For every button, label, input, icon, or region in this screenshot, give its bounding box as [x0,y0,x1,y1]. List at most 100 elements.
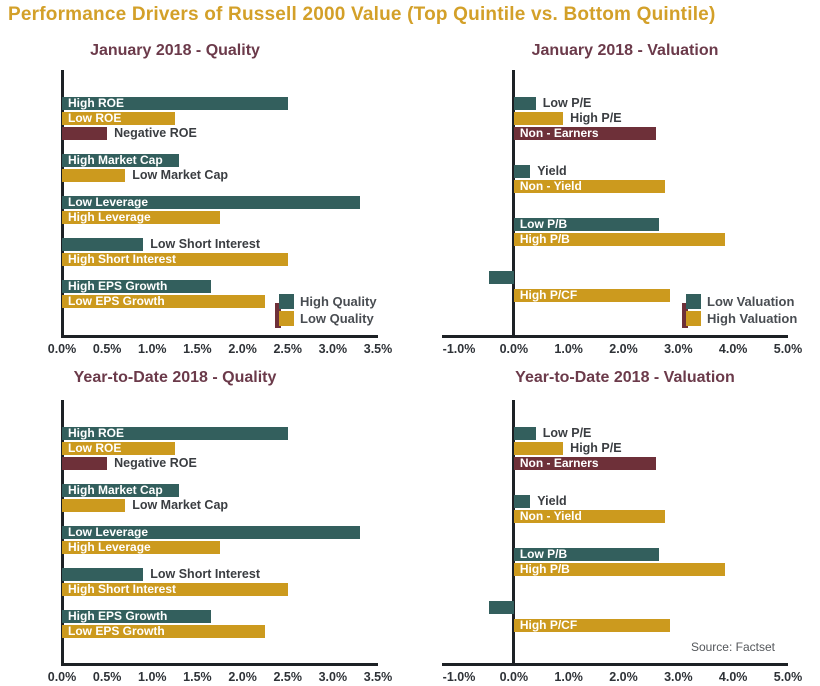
x-tick-label: 2.5% [273,342,302,356]
x-tick-label: 1.0% [138,342,167,356]
bar-label: Low EPS Growth [68,294,165,308]
x-tick-label: 1.5% [183,342,212,356]
x-tick-label: -1.0% [442,342,476,356]
x-tick-label: 1.0% [554,342,583,356]
bar: Non - Earners [513,126,657,140]
bar: High P/CF [513,288,671,302]
legend-swatch-gold [279,311,294,326]
bar-label: High P/CF [519,618,578,632]
bar-label: High P/CF [519,288,578,302]
bar-label: Non - Yield [519,179,582,193]
bar: High EPS Growth [62,280,211,293]
chart-title: Year-to-Date 2018 - Quality [73,369,277,386]
x-tick-label: 0.0% [499,342,529,356]
bar: High P/B [513,233,725,246]
x-tick-label: 2.0% [609,670,638,684]
bar-label: Low Market Cap [132,498,229,512]
bar-label: Yield [537,494,567,508]
bar-label: High Leverage [68,210,151,224]
x-tick-label: -1.0% [442,670,476,684]
bar-label: Low P/E [542,96,592,110]
x-tick-label: 1.5% [183,670,212,684]
chart-title: January 2018 - Valuation [531,42,719,59]
bar-label: High ROE [68,96,124,110]
legend: High Quality Low Quality [275,294,415,328]
bar: Low P/B [513,217,660,231]
legend-label: High Quality [300,294,377,309]
x-axis-line [62,663,378,666]
bar [513,112,564,125]
x-tick-label: 0.0% [499,670,529,684]
bar [62,499,126,512]
bar-label: Low P/B [519,217,568,231]
x-tick-label: 4.0% [718,670,748,684]
bar: High Leverage [62,541,220,554]
x-axis-line [442,663,788,666]
bar-label: Non - Earners [519,126,599,140]
x-tick-label: 0.0% [47,670,77,684]
bar-label: Low EPS Growth [68,624,165,638]
bar [489,601,514,614]
bar: Low EPS Growth [62,624,266,638]
legend-accent-strip [275,303,281,328]
bar-label: Low Short Interest [150,567,260,581]
bar: Low EPS Growth [62,294,266,308]
legend-swatch-teal [686,294,701,309]
bar-label: High P/E [570,111,622,125]
chart-january-quality: January 2018 - Quality 0.0% 0.5% 1.0% 1.5% 2… [0,40,410,360]
bar-label: Yield [537,164,567,178]
x-tick-label: 2.0% [228,670,257,684]
bar: Low Leverage [62,526,360,539]
bar-label: Low Market Cap [132,168,229,182]
bar-label: High P/B [519,562,570,576]
x-tick-label: 3.5% [363,670,393,684]
bar: Non - Earners [513,456,657,470]
bar [62,127,108,140]
bar [513,427,536,440]
x-tick-label: 1.0% [554,670,583,684]
bar-label: Non - Earners [519,456,599,470]
x-tick-label: 3.5% [363,342,393,356]
x-tick-label: 3.0% [664,342,693,356]
x-axis-line [62,335,378,338]
legend-label: High Valuation [707,311,798,326]
bar-label: Non - Yield [519,509,582,523]
x-tick-label: 0.5% [92,670,122,684]
bar: Low ROE [62,112,175,125]
bar: High ROE [62,97,288,110]
legend-label: Low Valuation [707,294,795,309]
bar [513,442,564,455]
chart-ytd-quality: Year-to-Date 2018 - Quality 0.0% 0.5% 1.0%… [0,360,410,686]
x-axis-line [442,335,788,338]
bar-label: High Short Interest [68,582,177,596]
chart-january-valuation: January 2018 - Valuation -1.0% 0.0% 1.0% 2.… [410,40,820,360]
x-tick-label: 0.5% [92,342,122,356]
bar: Non - Yield [513,179,665,193]
bar-label: Negative ROE [114,456,197,470]
y-axis-line [512,70,516,338]
x-tick-label: 3.0% [664,670,693,684]
bar-label: Low Leverage [68,525,149,539]
legend-label: Low Quality [300,311,374,326]
y-axis-line [512,400,516,666]
bar-label: High Market Cap [68,483,163,497]
bar: High Leverage [62,211,220,224]
bar-label: Low ROE [68,441,122,455]
bar-label: High EPS Growth [68,279,168,293]
x-tick-label: 3.0% [318,670,348,684]
legend-swatch-teal [279,294,294,309]
x-tick-label: 2.0% [228,342,257,356]
bar: Non - Yield [513,509,665,523]
bar: Low Leverage [62,196,360,209]
chart-ytd-valuation: Year-to-Date 2018 - Valuation -1.0% 0.0% 1… [410,360,820,686]
bar-label: High EPS Growth [68,609,168,623]
bar: High EPS Growth [62,610,211,623]
source-note: Source: Factset [690,640,775,654]
legend: Low Valuation High Valuation [682,294,820,328]
bar: High Short Interest [62,583,288,596]
bar [62,457,108,470]
bar: High P/CF [513,618,671,632]
x-tick-label: 3.0% [318,342,348,356]
bar: High Market Cap [62,483,180,497]
